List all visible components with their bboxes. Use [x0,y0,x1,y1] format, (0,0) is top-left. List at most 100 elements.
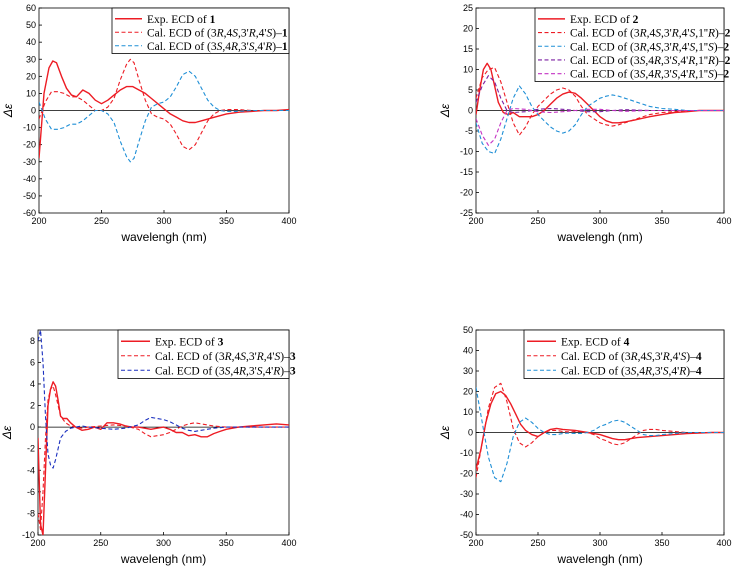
y-tick-label: 10 [463,65,473,75]
y-tick-label: -40 [23,174,36,184]
ecd-panel-1: -60 -50 -40 -30 -20 -10 0 10 20 30 40 50 60 200 250 300… [1,3,297,244]
y-tick-label: 10 [26,88,36,98]
series-line [38,385,289,531]
x-tick-label: 300 [156,538,171,548]
legend-label: Exp. ECD of 2 [570,14,639,26]
legend-label: Cal. ECD of (3R,4S,3'R,4'S)–4 [561,351,702,363]
y-tick-label: 0 [30,422,35,432]
x-tick-label: 250 [93,538,108,548]
y-tick-label: -60 [23,208,36,218]
y-axis-title: Δε [1,103,15,118]
y-tick-label: -50 [460,530,473,540]
series-line [39,58,289,151]
legend-label: Cal. ECD of (3R,4S,3'R,4'S)–1 [147,27,288,39]
series-line [476,75,724,114]
legend: Exp. ECD of 2 Cal. ECD of (3R,4S,3'R,4'S,… [534,7,731,82]
y-tick-label: 0 [468,106,473,116]
y-tick-label: -15 [460,167,473,177]
y-tick-label: -50 [23,191,36,201]
y-tick-label: 20 [463,387,473,397]
y-tick-label: 0 [31,106,36,116]
y-tick-label: 5 [468,85,473,95]
y-tick-label: -20 [460,188,473,198]
y-axis-title: Δε [438,103,452,118]
x-tick-label: 200 [468,538,483,548]
y-tick-label: -30 [460,489,473,499]
y-tick-label: -5 [465,126,473,136]
series-line [38,381,289,535]
y-tick-label: -40 [460,510,473,520]
y-tick-label: -8 [27,508,35,518]
y-tick-label: 30 [463,366,473,376]
series-line [39,70,289,163]
y-axis-title: Δε [0,425,14,440]
ecd-panel-3: -10 -8 -6 -4 -2 0 2 4 6 8 200 250 300 350 400 wavelengh… [0,329,297,566]
legend-box [523,329,725,379]
legend: Exp. ECD of 4 Cal. ECD of (3R,4S,3'R,4'S)… [523,329,725,379]
y-tick-label: 10 [463,407,473,417]
y-tick-label: 2 [30,401,35,411]
y-tick-label: 20 [26,71,36,81]
x-axis-title: wavelengh (nm) [556,552,642,566]
x-tick-label: 400 [281,538,296,548]
y-tick-label: -25 [460,208,473,218]
y-tick-label: 8 [30,336,35,346]
legend-label: Cal. ECD of (3S,4R,3'S,4'R)–4 [561,365,702,377]
ecd-panel-2: -25 -20 -15 -10 -5 0 5 10 15 20 25 200 250 300 350 400 w… [438,3,732,244]
y-tick-label: -10 [22,530,35,540]
legend: Exp. ECD of 3 Cal. ECD of (3R,4S,3'R,4'S)… [117,329,296,379]
y-tick-label: 60 [26,3,36,13]
series-line [476,62,724,124]
y-tick-label: 20 [463,24,473,34]
x-tick-label: 200 [468,216,483,226]
y-tick-label: 40 [463,346,473,356]
y-tick-label: -2 [27,444,35,454]
x-tick-label: 250 [530,216,545,226]
x-tick-label: 350 [219,538,234,548]
y-tick-label: -10 [460,448,473,458]
legend-label: Cal. ECD of (3R,4S,3'R,4'S)–3 [155,351,296,363]
y-tick-label: -4 [27,465,35,475]
x-tick-label: 350 [654,216,669,226]
y-tick-label: 0 [468,428,473,438]
y-tick-label: -6 [27,487,35,497]
legend-label: Exp. ECD of 4 [561,336,630,348]
legend-label: Cal. ECD of (3S,4R,3'S,4'R)–3 [155,365,296,377]
y-tick-label: -20 [460,469,473,479]
y-tick-label: 30 [26,54,36,64]
x-tick-label: 300 [592,538,607,548]
series-line [39,60,289,159]
legend-label: Cal. ECD of (3S,4R,3'S,4'R)–1 [147,41,288,53]
x-tick-label: 400 [716,216,731,226]
series-line [476,390,724,470]
y-tick-label: 15 [463,44,473,54]
y-tick-label: 25 [463,3,473,13]
x-axis-title: wavelengh (nm) [556,230,642,244]
x-tick-label: 300 [156,216,171,226]
x-tick-label: 200 [31,216,46,226]
series-line [476,85,724,155]
legend-label: Cal. ECD of (3R,4S,3'R,4'S,1''S)–2 [570,41,729,53]
legend-label: Cal. ECD of (3S,4R,3'S,4'R,1''R)–2 [570,55,731,67]
y-tick-label: -10 [460,147,473,157]
x-tick-label: 250 [530,538,545,548]
x-tick-label: 350 [654,538,669,548]
series-line [476,382,724,478]
x-tick-label: 400 [281,216,296,226]
x-tick-label: 400 [716,538,731,548]
x-tick-label: 200 [30,538,45,548]
legend-box [534,7,725,82]
series-line [476,66,724,136]
y-axis-title: Δε [438,425,452,440]
x-axis-title: wavelengh (nm) [120,552,206,566]
series-line [476,107,724,146]
y-tick-label: 6 [30,357,35,367]
y-tick-label: -20 [23,140,36,150]
x-tick-label: 250 [94,216,109,226]
ecd-panel-4: -50 -40 -30 -20 -10 0 10 20 30 40 50 200 250 300 350 40… [438,325,732,566]
y-tick-label: 50 [463,325,473,335]
x-tick-label: 350 [219,216,234,226]
legend-label: Exp. ECD of 1 [147,14,216,26]
